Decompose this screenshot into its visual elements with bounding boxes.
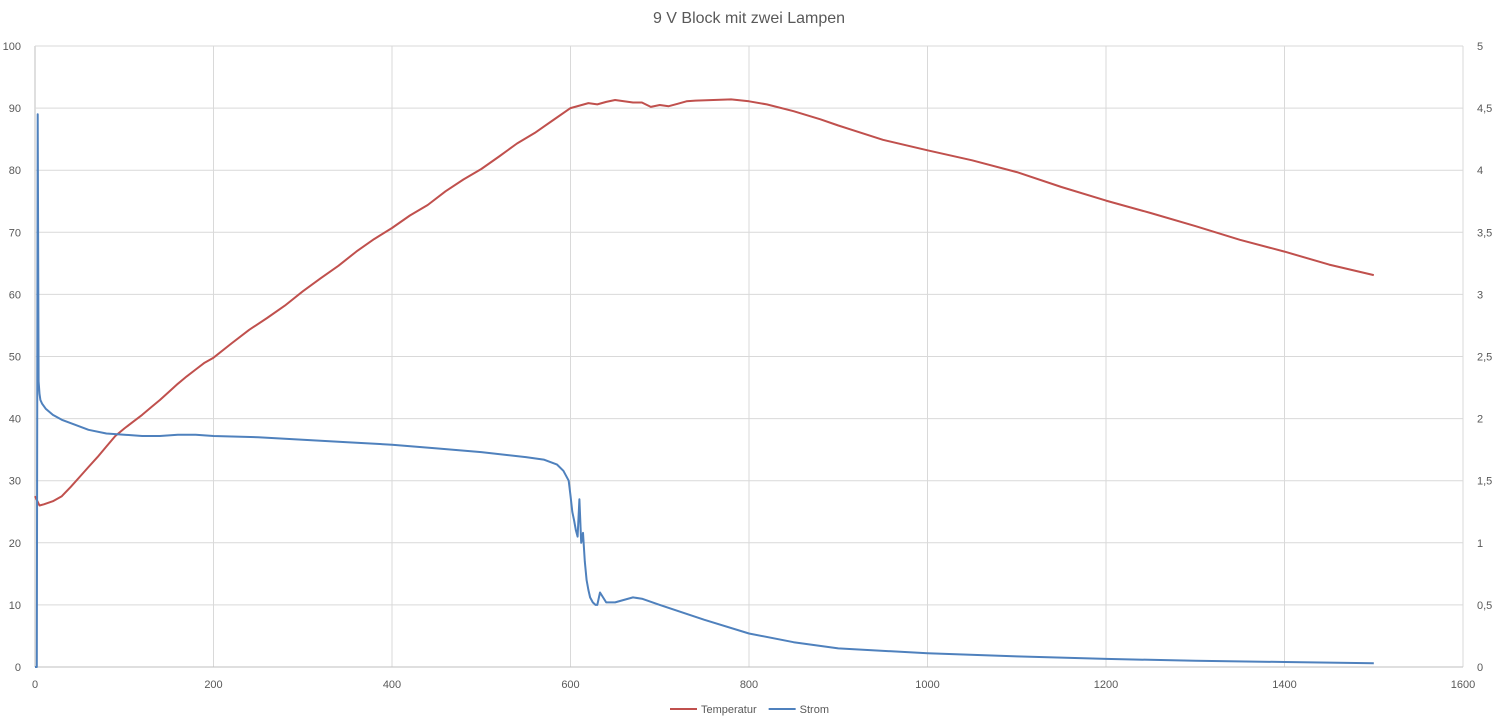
y-tick-label: 80 (9, 165, 21, 177)
y2-tick-label: 1 (1477, 538, 1483, 550)
y-tick-label: 40 (9, 414, 21, 426)
x-tick-label: 1400 (1272, 679, 1296, 691)
y-tick-label: 100 (3, 41, 21, 53)
x-axis-ticks: 0 200 400 600 800 1000 1200 1400 1600 (32, 679, 1475, 691)
x-tick-label: 0 (32, 679, 38, 691)
y-axis-ticks: 0 10 20 30 40 50 60 70 80 90 100 (3, 41, 21, 674)
y2-tick-label: 1,5 (1477, 476, 1492, 488)
y-tick-label: 70 (9, 227, 21, 239)
y-tick-label: 30 (9, 476, 21, 488)
x-tick-label: 1200 (1094, 679, 1118, 691)
legend: Temperatur Strom (670, 704, 829, 716)
y-tick-label: 90 (9, 103, 21, 115)
y2-tick-label: 2,5 (1477, 352, 1492, 364)
x-tick-label: 800 (740, 679, 758, 691)
series-line-strom (34, 113, 1374, 668)
y-tick-label: 20 (9, 538, 21, 550)
y2-tick-label: 2 (1477, 414, 1483, 426)
x-tick-label: 200 (204, 679, 222, 691)
y2-tick-label: 4 (1477, 165, 1483, 177)
y-tick-label: 0 (15, 662, 21, 674)
y2-tick-label: 5 (1477, 41, 1483, 53)
gridlines (34, 45, 1464, 668)
chart-title: 9 V Block mit zwei Lampen (653, 10, 845, 27)
y-tick-label: 60 (9, 289, 21, 301)
y2-tick-label: 3,5 (1477, 227, 1492, 239)
x-tick-label: 1000 (915, 679, 939, 691)
x-tick-label: 1600 (1451, 679, 1475, 691)
secondary-y-axis-ticks: 0 0,5 1 1,5 2 2,5 3 3,5 4 4,5 5 (1477, 41, 1492, 674)
x-tick-label: 600 (561, 679, 579, 691)
y-tick-label: 10 (9, 600, 21, 612)
y-tick-label: 50 (9, 352, 21, 364)
legend-label-temperatur: Temperatur (701, 704, 757, 716)
y2-tick-label: 0 (1477, 662, 1483, 674)
y2-tick-label: 0,5 (1477, 600, 1492, 612)
y2-tick-label: 3 (1477, 289, 1483, 301)
series-lines (34, 98, 1375, 668)
legend-label-strom: Strom (800, 704, 829, 716)
y2-tick-label: 4,5 (1477, 103, 1492, 115)
x-tick-label: 400 (383, 679, 401, 691)
series-line-temperatur (34, 98, 1375, 507)
